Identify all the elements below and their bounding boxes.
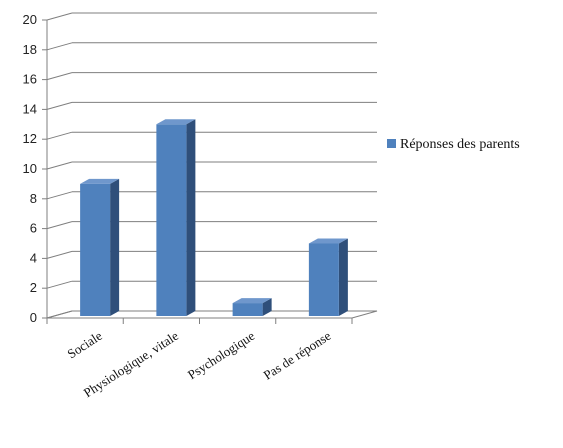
- x-axis-category-labels: Sociale Physiologique, vitale Psychologi…: [64, 328, 333, 400]
- bar-side: [110, 178, 120, 316]
- bar-side: [338, 238, 348, 316]
- bar: [232, 298, 272, 316]
- chart-grid: [46, 12, 377, 319]
- bar: [156, 119, 196, 316]
- gridline-depth: [46, 101, 73, 110]
- y-tick-label: 12: [23, 131, 37, 146]
- gridline-depth: [46, 131, 73, 140]
- x-category-label: Pas de réponse: [261, 328, 334, 383]
- y-tick-label: 20: [23, 12, 37, 27]
- x-axis-floor: [46, 310, 378, 319]
- gridline-depth: [46, 280, 73, 289]
- y-tick-label: 2: [30, 280, 37, 295]
- chart-axes: [42, 19, 378, 324]
- gridline-depth: [46, 161, 73, 170]
- gridline-depth: [46, 12, 73, 21]
- bar-front: [80, 183, 111, 316]
- gridline-depth: [46, 221, 73, 230]
- y-tick-label: 10: [23, 161, 37, 176]
- y-axis-ticks: 0 2 4 6 8 10 12 14 16 18 20: [23, 12, 37, 325]
- x-category-label: Psychologique: [185, 328, 258, 382]
- bar-top: [308, 238, 348, 244]
- y-tick-label: 0: [30, 310, 37, 325]
- y-tick-label: 6: [30, 221, 37, 236]
- bar: [308, 238, 348, 316]
- legend-swatch: [387, 139, 396, 148]
- bar: [80, 178, 120, 316]
- chart-legend: Réponses des parents: [387, 137, 520, 152]
- bar-front: [156, 124, 187, 316]
- gridline-depth: [46, 250, 73, 259]
- gridline-depth: [46, 191, 73, 200]
- y-tick-label: 8: [30, 191, 37, 206]
- legend-label: Réponses des parents: [400, 137, 520, 152]
- y-tick-label: 18: [23, 42, 37, 57]
- bar-top: [232, 298, 272, 304]
- gridline-depth: [46, 72, 73, 81]
- bar-top: [156, 119, 196, 125]
- y-tick-label: 4: [30, 250, 37, 265]
- bar-top: [80, 178, 120, 184]
- x-category-label: Sociale: [64, 328, 104, 362]
- gridline-depth: [46, 42, 73, 51]
- chart-bars: [80, 119, 348, 316]
- bar-side: [186, 119, 196, 316]
- y-tick-label: 14: [23, 101, 37, 116]
- y-tick-label: 16: [23, 72, 37, 87]
- bar-front: [232, 303, 263, 316]
- bar-side: [262, 298, 272, 316]
- bar-front: [308, 243, 339, 316]
